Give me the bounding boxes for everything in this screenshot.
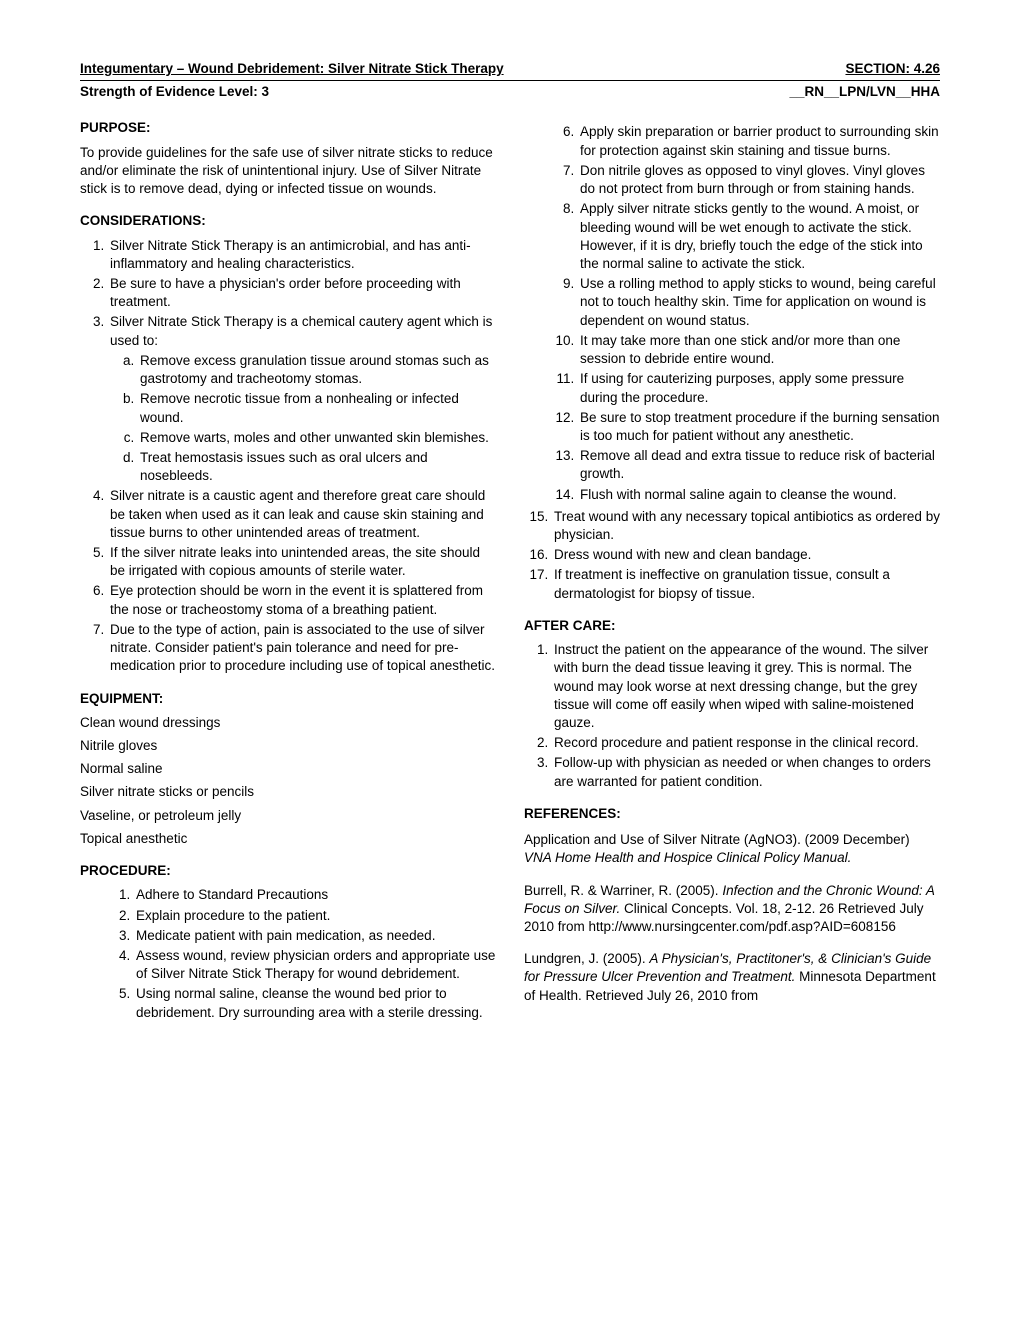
header-title-left: Integumentary – Wound Debridement: Silve…: [80, 60, 504, 78]
procedure-item: Treat wound with any necessary topical a…: [552, 508, 940, 544]
equipment-item: Vaseline, or petroleum jelly: [80, 807, 496, 825]
consideration-subitem: Treat hemostasis issues such as oral ulc…: [138, 449, 496, 485]
equipment-item: Silver nitrate sticks or pencils: [80, 783, 496, 801]
reference-1: Application and Use of Silver Nitrate (A…: [524, 831, 940, 867]
reference-2: Burrell, R. & Warriner, R. (2005). Infec…: [524, 882, 940, 937]
consideration-item: Be sure to have a physician's order befo…: [108, 275, 496, 311]
header-title-right: SECTION: 4.26: [845, 60, 940, 78]
references-heading: REFERENCES:: [524, 805, 940, 823]
equipment-item: Clean wound dressings: [80, 714, 496, 732]
procedure-item: Using normal saline, cleanse the wound b…: [134, 985, 496, 1021]
considerations-heading: CONSIDERATIONS:: [80, 212, 496, 230]
consideration-item-text: Silver Nitrate Stick Therapy is a chemic…: [110, 314, 492, 347]
consideration-item: If the silver nitrate leaks into uninten…: [108, 544, 496, 580]
consideration-item: Silver Nitrate Stick Therapy is an antim…: [108, 237, 496, 273]
procedure-item: Explain procedure to the patient.: [134, 907, 496, 925]
reference-3: Lundgren, J. (2005). A Physician's, Prac…: [524, 950, 940, 1005]
procedure-item: Use a rolling method to apply sticks to …: [578, 275, 940, 330]
consideration-item: Silver Nitrate Stick Therapy is a chemic…: [108, 313, 496, 485]
purpose-text: To provide guidelines for the safe use o…: [80, 144, 496, 199]
consideration-subitem: Remove warts, moles and other unwanted s…: [138, 429, 496, 447]
procedure-item: Medicate patient with pain medication, a…: [134, 927, 496, 945]
consideration-subitem: Remove excess granulation tissue around …: [138, 352, 496, 388]
procedure-list-right-b: Treat wound with any necessary topical a…: [524, 508, 940, 603]
procedure-item: If using for cauterizing purposes, apply…: [578, 370, 940, 406]
header-sub-right: __RN__LPN/LVN__HHA: [789, 83, 940, 101]
procedure-item: Don nitrile gloves as opposed to vinyl g…: [578, 162, 940, 198]
header-title-row: Integumentary – Wound Debridement: Silve…: [80, 60, 940, 78]
procedure-item: It may take more than one stick and/or m…: [578, 332, 940, 368]
purpose-heading: PURPOSE:: [80, 119, 496, 137]
ref1-text-b: VNA Home Health and Hospice Clinical Pol…: [524, 850, 851, 865]
considerations-list: Silver Nitrate Stick Therapy is an antim…: [80, 237, 496, 676]
header-sub-left: Strength of Evidence Level: 3: [80, 83, 269, 101]
procedure-item: Remove all dead and extra tissue to redu…: [578, 447, 940, 483]
equipment-item: Nitrile gloves: [80, 737, 496, 755]
right-column: Apply skin preparation or barrier produc…: [524, 119, 940, 1025]
header-sub-row: Strength of Evidence Level: 3 __RN__LPN/…: [80, 83, 940, 101]
procedure-item: Dress wound with new and clean bandage.: [552, 546, 940, 564]
procedure-heading: PROCEDURE:: [80, 862, 496, 880]
ref1-text-a: Application and Use of Silver Nitrate (A…: [524, 832, 910, 847]
content-columns: PURPOSE: To provide guidelines for the s…: [80, 119, 940, 1025]
procedure-list-right-a: Apply skin preparation or barrier produc…: [524, 123, 940, 503]
procedure-item: Apply silver nitrate sticks gently to th…: [578, 200, 940, 273]
procedure-item: Apply skin preparation or barrier produc…: [578, 123, 940, 159]
equipment-list: Clean wound dressings Nitrile gloves Nor…: [80, 714, 496, 848]
ref2-text-a: Burrell, R. & Warriner, R. (2005).: [524, 883, 722, 898]
aftercare-item: Instruct the patient on the appearance o…: [552, 641, 940, 732]
left-column: PURPOSE: To provide guidelines for the s…: [80, 119, 496, 1025]
aftercare-item: Record procedure and patient response in…: [552, 734, 940, 752]
procedure-item: Flush with normal saline again to cleans…: [578, 486, 940, 504]
equipment-item: Normal saline: [80, 760, 496, 778]
aftercare-list: Instruct the patient on the appearance o…: [524, 641, 940, 791]
consideration-item: Due to the type of action, pain is assoc…: [108, 621, 496, 676]
document-header: Integumentary – Wound Debridement: Silve…: [80, 60, 940, 81]
procedure-item: Adhere to Standard Precautions: [134, 886, 496, 904]
procedure-item: Be sure to stop treatment procedure if t…: [578, 409, 940, 445]
equipment-item: Topical anesthetic: [80, 830, 496, 848]
procedure-item: If treatment is ineffective on granulati…: [552, 566, 940, 602]
equipment-heading: EQUIPMENT:: [80, 690, 496, 708]
ref3-text-a: Lundgren, J. (2005).: [524, 951, 649, 966]
consideration-subitem: Remove necrotic tissue from a nonhealing…: [138, 390, 496, 426]
procedure-item: Assess wound, review physician orders an…: [134, 947, 496, 983]
consideration-item: Eye protection should be worn in the eve…: [108, 582, 496, 618]
aftercare-heading: AFTER CARE:: [524, 617, 940, 635]
consideration-item: Silver nitrate is a caustic agent and th…: [108, 487, 496, 542]
procedure-list-left: Adhere to Standard Precautions Explain p…: [80, 886, 496, 1022]
aftercare-item: Follow-up with physician as needed or wh…: [552, 754, 940, 790]
consideration-sublist: Remove excess granulation tissue around …: [110, 352, 496, 486]
